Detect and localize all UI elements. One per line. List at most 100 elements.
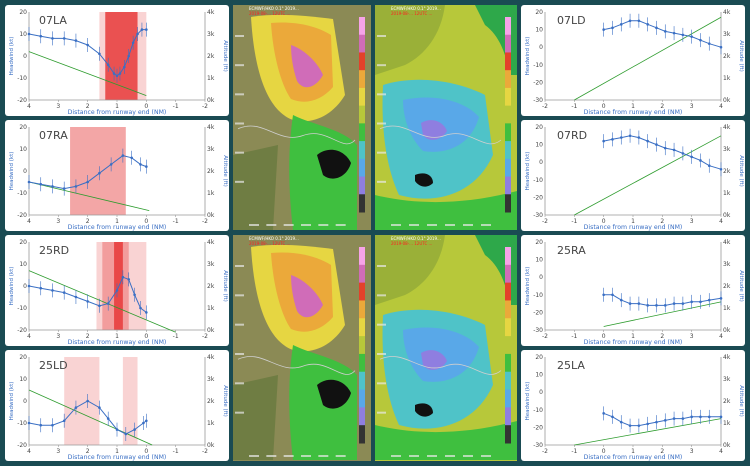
y-tick-label: 0: [23, 168, 27, 175]
headwind-point: [637, 19, 641, 23]
colorbar-segment: [359, 70, 365, 89]
wind-area: [291, 45, 323, 88]
x-tick-label: -2: [542, 218, 548, 225]
colorbar-segment: [505, 336, 511, 355]
headwind-point: [602, 293, 605, 297]
coastline: [379, 356, 502, 375]
headwind-line: [603, 412, 721, 427]
colorbar-segment: [505, 282, 511, 301]
colorbar-segment: [505, 371, 511, 391]
x-tick-label: 0: [602, 448, 606, 455]
map-label: ECMWF/HKO 0.1° 2019... 2019-08-... 12UTC …: [391, 6, 441, 16]
y2-tick-label: 3k: [207, 31, 215, 38]
y-axis-label: Headwind (kt): [9, 37, 15, 76]
x-tick-label: -2: [202, 448, 208, 455]
lon-tick: [283, 224, 294, 226]
y-tick-label: -10: [17, 190, 27, 197]
wind-area: [375, 421, 517, 460]
y-tick-label: 20: [535, 239, 543, 246]
headwind-point: [690, 415, 693, 419]
wind-area: [375, 235, 445, 305]
y-tick-label: -20: [533, 309, 543, 316]
colorbar-segment: [505, 194, 511, 213]
lon-tick: [481, 224, 491, 226]
colorbar-segment: [359, 336, 365, 355]
headwind-point: [699, 38, 702, 42]
lon-tick: [301, 224, 311, 226]
x-tick-label: 2: [86, 333, 90, 340]
colorbar-segment: [359, 17, 365, 36]
wind-area: [375, 191, 517, 230]
y2-tick-label: 3k: [207, 146, 215, 153]
headwind-point: [699, 415, 702, 419]
colorbar-segment: [359, 371, 365, 391]
headwind-point: [39, 286, 43, 290]
y2-tick-label: 0k: [207, 327, 215, 334]
headwind-line: [603, 20, 722, 48]
colorbar-segment: [359, 34, 365, 53]
headwind-point: [86, 399, 89, 403]
y2-tick-label: 2k: [207, 398, 215, 405]
chart-title: 07LD: [557, 14, 586, 27]
lon-tick: [249, 455, 259, 457]
y-tick-label: 0: [23, 283, 27, 290]
y-axis-label: Headwind (kt): [525, 382, 531, 421]
lat-tick: [235, 265, 244, 267]
lat-tick: [235, 180, 244, 183]
headwind-point: [690, 35, 693, 38]
headwind-point: [646, 422, 649, 426]
y2-tick-label: 2k: [723, 283, 731, 290]
x-tick-label: 1: [631, 103, 635, 110]
headwind-point: [628, 134, 632, 138]
headwind-point: [74, 295, 78, 299]
lon-tick: [409, 455, 419, 457]
x-tick-label: -1: [571, 333, 577, 340]
x-tick-label: 1: [631, 333, 635, 340]
y-tick-label: -10: [17, 305, 27, 312]
headwind-point: [130, 156, 133, 160]
y-tick-label: 10: [19, 261, 27, 268]
y-tick-label: 20: [535, 124, 543, 131]
chart-title: 25RA: [557, 244, 586, 257]
x-tick-label: 0: [144, 333, 148, 340]
y2-tick-label: 0k: [207, 442, 215, 449]
headwind-point: [646, 139, 649, 143]
colorbar-segment: [359, 158, 365, 178]
lat-tick: [235, 93, 244, 96]
chart-title: 25LA: [557, 359, 585, 372]
y2-tick-label: 4k: [207, 239, 215, 246]
lat-tick: [377, 382, 386, 385]
y-tick-label: 20: [535, 9, 543, 16]
y-tick-label: -10: [533, 407, 543, 414]
wind-area: [291, 275, 323, 318]
lat-tick: [235, 122, 244, 125]
colorbar-segment: [359, 194, 365, 213]
y2-tick-label: 1k: [723, 190, 731, 197]
colorbar-segment: [505, 87, 511, 107]
x-tick-label: -2: [202, 218, 208, 225]
headwind-point: [121, 275, 125, 279]
headwind-point: [124, 432, 128, 436]
y-tick-label: 20: [19, 9, 27, 16]
headwind-point: [699, 300, 702, 304]
y2-axis-label: Altitude (ft): [738, 40, 744, 72]
x-axis-label: Distance from runway end (NM): [584, 339, 683, 346]
y2-tick-label: 3k: [723, 261, 731, 268]
headwind-point: [133, 428, 136, 431]
wind-area: [317, 379, 351, 409]
y-tick-label: 0: [539, 389, 543, 396]
y-tick-label: 10: [535, 372, 543, 379]
chart-07rd: -2 -1 0 1 2 3 420100-10-20-304k3k2k1k0kHeadwin…: [525, 124, 744, 231]
y2-tick-label: 2k: [723, 398, 731, 405]
y2-tick-label: 3k: [723, 146, 731, 153]
chart-panel-25ld: 4 3 2 1 0 -1 -2 20 10 0 -10 -20 4k 3k 2k 1k 0k Headwind (…: [5, 350, 229, 461]
y2-tick-label: 2k: [723, 53, 731, 60]
headwind-point: [655, 304, 658, 307]
chart-panel-07ra: 4 3 2 1 0 -1 -2 20 10 0 -10 -20 4k 3k 2k 1k 0k Headwind (…: [5, 120, 229, 231]
y-tick-label: 10: [19, 146, 27, 153]
shading-band: [64, 357, 100, 445]
headwind-point: [145, 28, 148, 31]
wind-area: [421, 120, 447, 140]
headwind-point: [127, 278, 131, 281]
